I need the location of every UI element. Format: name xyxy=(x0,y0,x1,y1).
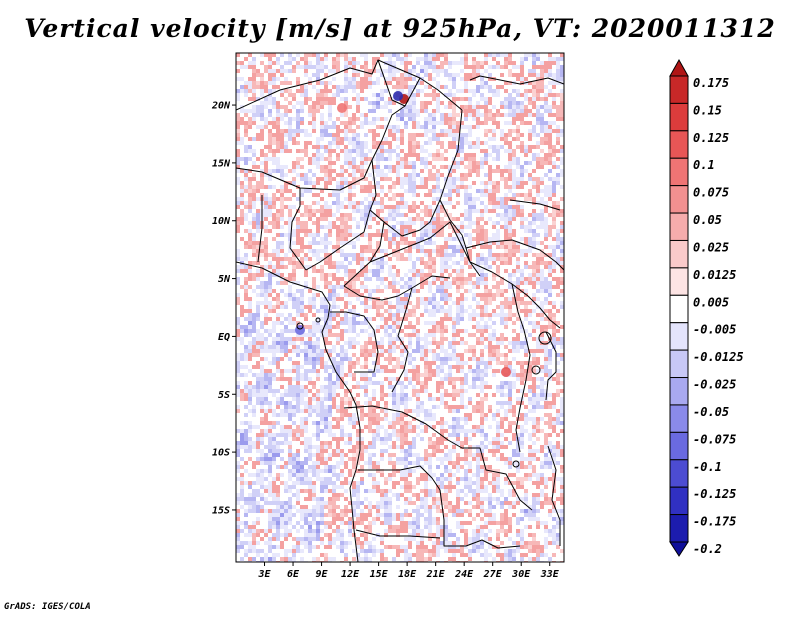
x-tick-label: 24E xyxy=(454,569,474,580)
colorbar-label: 0.175 xyxy=(693,76,729,90)
colorbar-label: 0.1 xyxy=(693,158,715,172)
colorbar-label: -0.075 xyxy=(693,432,736,446)
colorbar-box xyxy=(669,185,689,214)
y-tick-label: 20N xyxy=(211,101,231,112)
y-tick-label: 5N xyxy=(218,274,231,285)
colorbar-box xyxy=(669,267,689,296)
y-tick-label: 15N xyxy=(212,158,231,169)
x-tick-label: 15E xyxy=(370,569,389,580)
chart-title: Vertical velocity [m/s] at 925hPa, VT: 2… xyxy=(24,14,776,43)
colorbar-label: -0.1 xyxy=(693,460,722,474)
y-tick-label: 5S xyxy=(218,390,230,401)
colorbar-label: 0.0125 xyxy=(693,268,736,282)
colorbar-label: -0.125 xyxy=(693,487,736,501)
colorbar-label: -0.005 xyxy=(693,323,736,337)
colorbar-box xyxy=(669,514,689,543)
colorbar-box xyxy=(669,431,689,461)
colorbar-label: -0.0125 xyxy=(693,350,744,364)
y-tick-label: EQ xyxy=(218,332,230,343)
x-tick-label: 30E xyxy=(511,569,531,580)
colorbar-label: 0.005 xyxy=(693,295,729,309)
colorbar-box xyxy=(669,349,689,379)
colorbar-box xyxy=(669,239,689,269)
colorbar-label: -0.05 xyxy=(693,405,729,419)
x-tick-label: 3E xyxy=(257,569,271,580)
colorbar-top-arrow xyxy=(669,58,689,77)
grads-credit: GrADS: IGES/COLA xyxy=(4,602,91,612)
colorbar-box xyxy=(669,130,689,159)
colorbar-box xyxy=(669,75,689,104)
colorbar-box xyxy=(669,377,689,406)
colorbar-label: 0.025 xyxy=(693,240,729,254)
colorbar-label: -0.025 xyxy=(693,378,736,392)
vertical-velocity-field xyxy=(236,53,564,562)
x-axis: 3E 6E 9E 12E 15E 18E 21E 24E 27E 30E 33E xyxy=(257,562,560,580)
y-tick-label: 10S xyxy=(212,448,230,459)
x-tick-label: 12E xyxy=(341,569,360,580)
x-tick-label: 21E xyxy=(426,569,446,580)
x-tick-label: 9E xyxy=(316,569,329,580)
country-borders xyxy=(236,59,564,562)
colorbar-label: 0.075 xyxy=(693,186,729,200)
x-tick-label: 18E xyxy=(398,569,417,580)
colorbar-label: 0.125 xyxy=(693,131,729,145)
x-tick-label: 6E xyxy=(287,569,300,580)
colorbar-label: -0.2 xyxy=(693,542,722,556)
colorbar-label: 0.05 xyxy=(693,213,722,227)
x-tick-label: 27E xyxy=(483,569,503,580)
colorbar-box xyxy=(669,322,689,351)
colorbar-label: 0.15 xyxy=(693,103,722,117)
colorbar-box xyxy=(669,157,689,187)
colorbar-box xyxy=(669,459,689,488)
colorbar: 0.175 0.15 0.125 0.1 0.075 0.05 0.025 0.0125 0.0… xyxy=(669,58,744,557)
colorbar-box xyxy=(669,102,689,132)
y-tick-label: 10N xyxy=(212,216,231,227)
colorbar-box xyxy=(669,404,689,433)
colorbar-box xyxy=(669,294,689,324)
x-tick-label: 33E xyxy=(540,569,560,580)
y-axis: 20N 15N 10N 5N EQ 5S 10S 15S xyxy=(211,101,236,516)
colorbar-bottom-arrow xyxy=(669,541,689,557)
colorbar-box xyxy=(669,486,689,516)
colorbar-label: -0.175 xyxy=(693,515,736,529)
colorbar-box xyxy=(669,212,689,241)
plot-frame xyxy=(235,52,565,563)
y-tick-label: 15S xyxy=(212,505,230,516)
